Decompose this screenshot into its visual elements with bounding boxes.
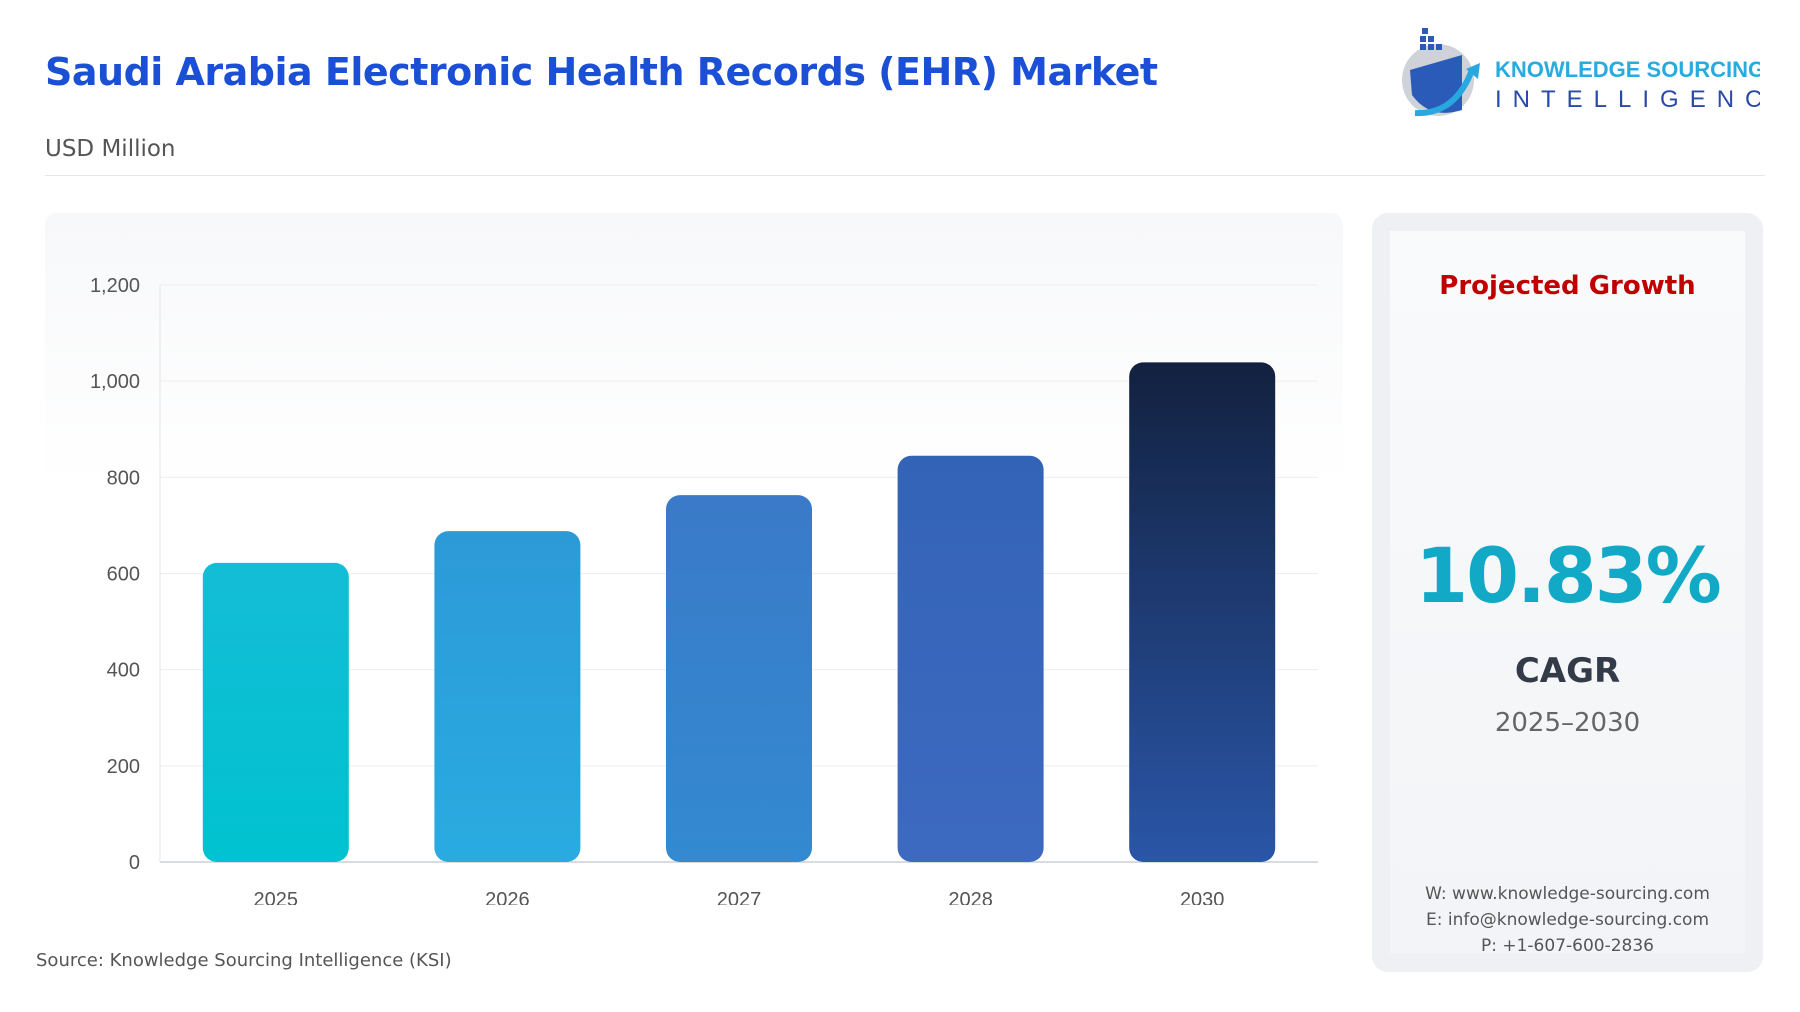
- cagr-label: CAGR: [1514, 651, 1621, 691]
- growth-heading: Projected Growth: [1439, 271, 1696, 301]
- chart-subtitle: USD Million: [45, 136, 176, 162]
- y-tick-label: 1,000: [90, 371, 140, 393]
- company-logo: KNOWLEDGE SOURCING INTELLIGENCE: [1402, 28, 1760, 117]
- svg-text:KNOWLEDGE SOURCING: KNOWLEDGE SOURCING: [1495, 57, 1760, 82]
- bar-chart: 0 200 400 600 800 1,000 1,200 2025 2026 2027 2028 2…: [90, 275, 1318, 905]
- svg-text:INTELLIGENCE: INTELLIGENCE: [1495, 86, 1760, 113]
- bar-2025: [202, 562, 349, 862]
- bar-2030: [1129, 362, 1276, 862]
- cagr-period: 2025–2030: [1494, 708, 1641, 738]
- bar-2028: [897, 455, 1044, 862]
- y-tick-label: 1,200: [90, 275, 140, 297]
- x-tick-label: 2027: [717, 889, 762, 905]
- cagr-value: 10.83%: [1415, 531, 1722, 620]
- phone: P: +1-607-600-2836: [1480, 936, 1654, 956]
- y-tick-label: 0: [129, 852, 140, 874]
- growth-panel: Projected Growth 10.83% CAGR 2025–2030 W…: [1372, 213, 1763, 972]
- x-tick-label: 2026: [485, 889, 530, 905]
- chart-title: Saudi Arabia Electronic Health Records (…: [45, 50, 1158, 94]
- email[interactable]: E: info@knowledge-sourcing.com: [1425, 910, 1710, 930]
- y-tick-label: 400: [107, 660, 140, 682]
- y-tick-label: 600: [107, 564, 140, 586]
- divider: [45, 175, 1765, 176]
- y-tick-label: 200: [107, 756, 140, 778]
- source-note: Source: Knowledge Sourcing Intelligence …: [36, 950, 452, 971]
- chart-card: 0 200 400 600 800 1,000 1,200 2025 2026 2027 2028 2…: [45, 213, 1343, 905]
- x-tick-label: 2025: [254, 889, 299, 905]
- x-tick-label: 2028: [948, 889, 993, 905]
- y-tick-label: 800: [107, 467, 140, 489]
- contact-info: W: www.knowledge-sourcing.com E: info@kn…: [1390, 881, 1745, 959]
- bar-2027: [666, 495, 812, 862]
- website[interactable]: W: www.knowledge-sourcing.com: [1425, 884, 1710, 904]
- bar-2026: [434, 531, 581, 862]
- x-tick-label: 2030: [1180, 889, 1225, 905]
